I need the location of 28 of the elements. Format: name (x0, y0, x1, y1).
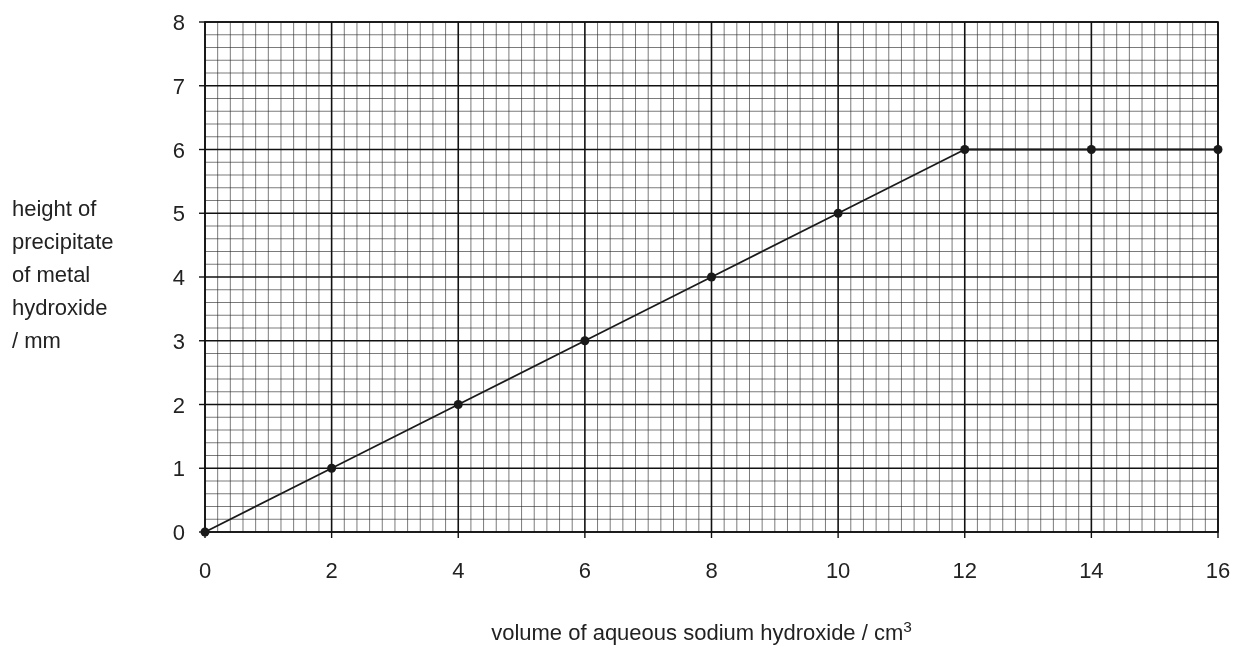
x-axis-title: volume of aqueous sodium hydroxide / cm$^{3}$ (491, 617, 912, 645)
y-tick-label: 7 (172, 73, 185, 99)
y-tick-label: 6 (172, 137, 185, 163)
point (453, 400, 463, 409)
y-tick-label: 8 (172, 10, 185, 35)
y-tick-label: 1 (172, 456, 185, 482)
y-tick-label: 0 (172, 520, 185, 545)
x-tick-label: 2 (325, 558, 338, 583)
x-tick-label: 0 (198, 558, 212, 583)
point (707, 272, 716, 282)
x-tick-label: 4 (452, 558, 465, 583)
x-tick-label: 10 (825, 558, 851, 583)
point (1213, 145, 1223, 154)
y-tick-label: 2 (172, 392, 185, 418)
point (960, 145, 970, 154)
point (833, 208, 843, 218)
point (1086, 145, 1096, 154)
x-tick-label: 6 (578, 558, 591, 583)
y-tick-label: 5 (172, 201, 185, 227)
x-tick-label: 16 (1205, 558, 1231, 583)
x-tick-label: 14 (1079, 558, 1104, 583)
point (327, 463, 337, 473)
y-axis-title: height of precipitate of metal hydroxide / mm (12, 196, 114, 353)
x-tick-label: 8 (705, 558, 718, 583)
point (580, 336, 590, 346)
y-tick-label: 4 (172, 265, 185, 290)
y-tick-label: 3 (172, 328, 185, 354)
x-tick-label: 12 (952, 558, 977, 583)
